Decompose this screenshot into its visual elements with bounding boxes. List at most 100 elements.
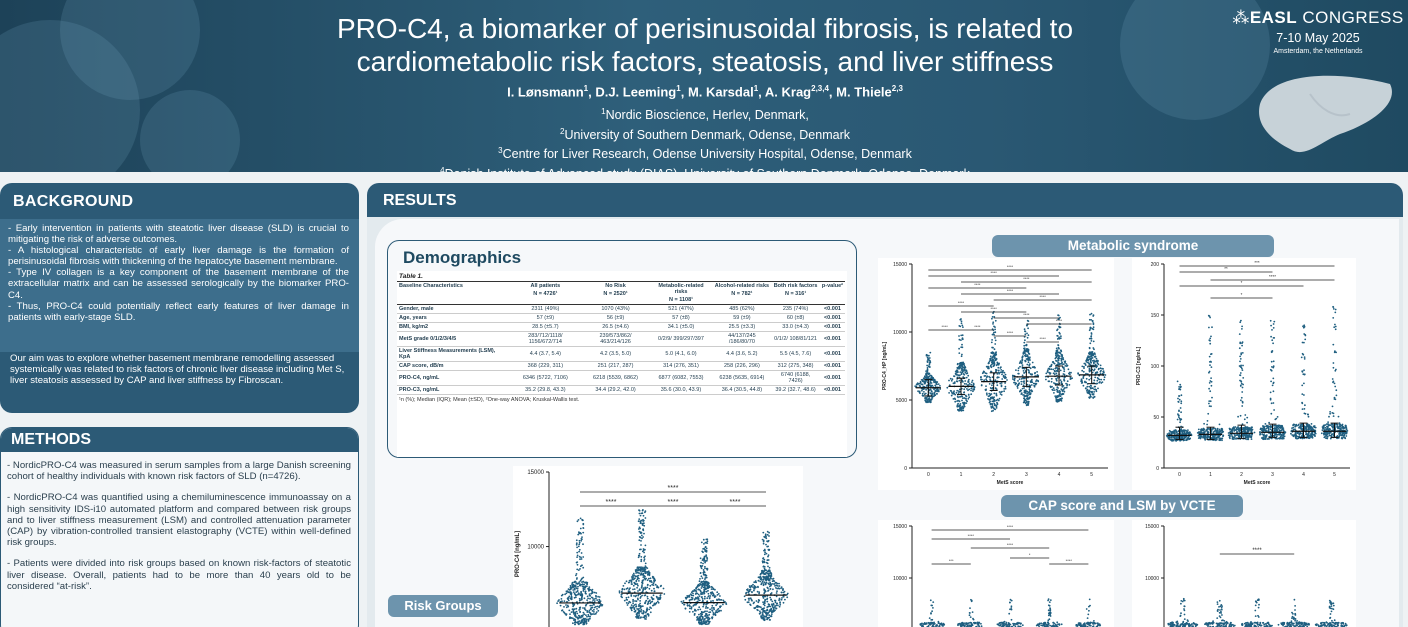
data-point (782, 591, 785, 594)
table-cell: 521 (47%) (649, 304, 713, 314)
data-point (1026, 383, 1029, 386)
data-point (715, 604, 717, 607)
data-point (1181, 430, 1184, 433)
data-point (1323, 424, 1326, 427)
data-point (1209, 337, 1212, 340)
data-point (576, 520, 579, 523)
data-point (959, 325, 962, 328)
data-point (641, 537, 643, 540)
data-point (635, 605, 637, 608)
data-point (1179, 419, 1182, 421)
data-point (929, 360, 932, 363)
data-point (994, 319, 997, 322)
data-point (925, 388, 927, 391)
data-point (1086, 356, 1089, 359)
data-point (697, 588, 700, 591)
data-point (1239, 429, 1242, 432)
data-point (994, 379, 997, 382)
data-point (925, 373, 927, 376)
data-point (567, 591, 569, 594)
data-point (772, 602, 775, 605)
data-point (581, 536, 583, 538)
congress-dates: 7-10 May 2025 (1276, 31, 1360, 45)
data-point (699, 564, 702, 567)
data-point (635, 583, 638, 585)
data-point (702, 569, 705, 571)
data-point (706, 540, 709, 543)
data-point (1001, 373, 1003, 376)
data-point (763, 619, 766, 622)
data-point (1059, 369, 1062, 372)
data-point (702, 573, 705, 576)
data-point (711, 609, 713, 611)
data-point (954, 393, 957, 396)
data-point (1208, 326, 1210, 329)
data-point (690, 606, 693, 609)
data-point (1088, 363, 1091, 366)
data-point (699, 583, 702, 586)
data-point (580, 622, 582, 624)
data-point (652, 604, 655, 606)
data-point (753, 585, 756, 587)
data-point (1056, 338, 1059, 340)
data-point (637, 574, 640, 577)
data-point (704, 561, 706, 564)
data-point (994, 408, 997, 411)
author-affil-mark: 2,3,4 (811, 84, 829, 93)
data-point (1091, 390, 1093, 393)
data-point (717, 593, 720, 595)
data-point (1056, 360, 1058, 362)
data-point (765, 579, 768, 582)
data-point (655, 601, 658, 604)
data-point (640, 548, 642, 551)
data-point (960, 318, 962, 320)
data-point (991, 363, 993, 366)
data-point (1184, 439, 1186, 441)
column-n: N = 4726¹ (533, 291, 558, 297)
data-point (1044, 375, 1047, 378)
data-point (925, 397, 927, 400)
data-point (596, 605, 599, 608)
data-point (960, 322, 963, 325)
x-tick-label: 1 (960, 472, 963, 478)
data-point (1269, 397, 1272, 400)
data-point (700, 593, 703, 596)
data-point (593, 611, 595, 613)
data-point (1204, 438, 1207, 441)
data-point (1030, 381, 1032, 383)
data-point (763, 535, 766, 538)
chart-cap-proc4: 10000 15000 **** **** **** *** * **** (878, 520, 1114, 627)
data-point (578, 543, 581, 546)
data-point (778, 605, 781, 608)
data-point (762, 583, 765, 585)
data-point (1205, 437, 1207, 439)
table-cell: 1070 (43%) (581, 304, 650, 314)
y-axis-label: PRO-C4 [ng/mL] (515, 531, 521, 577)
data-point (638, 572, 641, 574)
affiliation-line: 4Danish Institute of Advanced study (DIA… (220, 163, 1190, 172)
table-cell: PRO-C4, ng/mL (397, 370, 510, 386)
significance-label: **** (1007, 288, 1014, 293)
methods-paragraph: - NordicPRO-C4 was quantified using a ch… (7, 492, 351, 549)
data-point (1178, 410, 1180, 412)
y-tick-label: 100 (1151, 364, 1160, 370)
data-point (1189, 431, 1191, 434)
data-point (569, 586, 572, 588)
data-point (1092, 322, 1095, 324)
affiliation-mark: 3 (498, 146, 503, 156)
data-point (1240, 380, 1243, 383)
data-point (992, 362, 995, 364)
data-point (1023, 336, 1026, 338)
significance-label: **** (974, 324, 981, 329)
data-point (1083, 362, 1086, 365)
data-point (763, 570, 766, 572)
data-point (576, 590, 579, 593)
data-point (590, 596, 593, 599)
data-point (712, 587, 715, 590)
data-point (573, 585, 576, 588)
data-point (1234, 426, 1237, 428)
data-point (693, 589, 696, 591)
data-point (936, 383, 938, 386)
data-point (637, 590, 639, 592)
data-point (1056, 334, 1059, 337)
